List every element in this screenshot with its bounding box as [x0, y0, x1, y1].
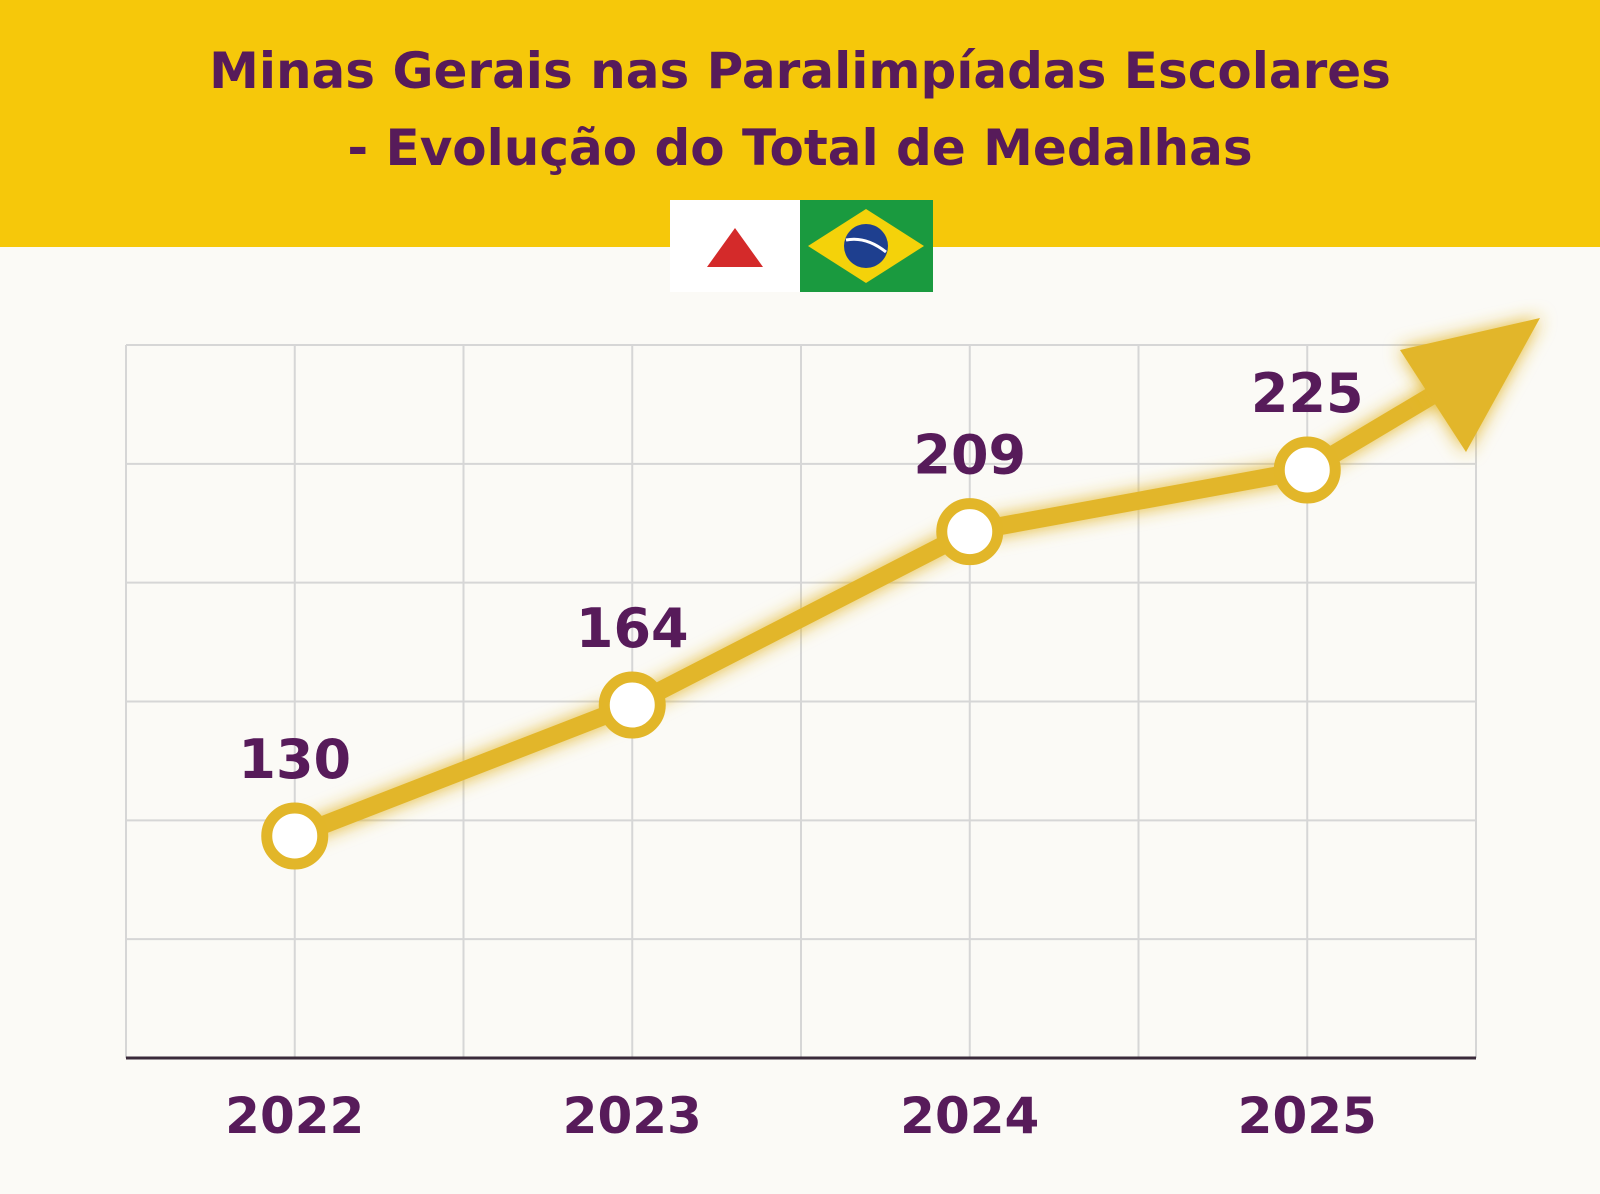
- arrow-head: [1400, 318, 1540, 452]
- brazil-flag: [800, 200, 933, 292]
- point: [936, 498, 1004, 566]
- x-tick-label: 2023: [563, 1087, 702, 1145]
- chart-title: Minas Gerais nas Paralimpíadas Escolares: [209, 42, 1391, 100]
- chart-title: - Evolução do Total de Medalhas: [347, 119, 1252, 177]
- x-tick-label: 2024: [900, 1087, 1039, 1145]
- x-tick-label: 2025: [1238, 1087, 1377, 1145]
- x-tick-label: 2022: [225, 1087, 364, 1145]
- point: [1273, 436, 1341, 504]
- data-label: 164: [576, 597, 689, 660]
- grid: [125, 344, 1477, 1058]
- data-label: 209: [913, 424, 1026, 487]
- plot: 130 164 209 225: [238, 318, 1540, 870]
- data-label: 225: [1251, 362, 1364, 425]
- line: [291, 461, 1309, 845]
- mg-triangle: [707, 228, 763, 267]
- point: [261, 802, 329, 870]
- point: [598, 671, 666, 739]
- data-label: 130: [238, 728, 351, 791]
